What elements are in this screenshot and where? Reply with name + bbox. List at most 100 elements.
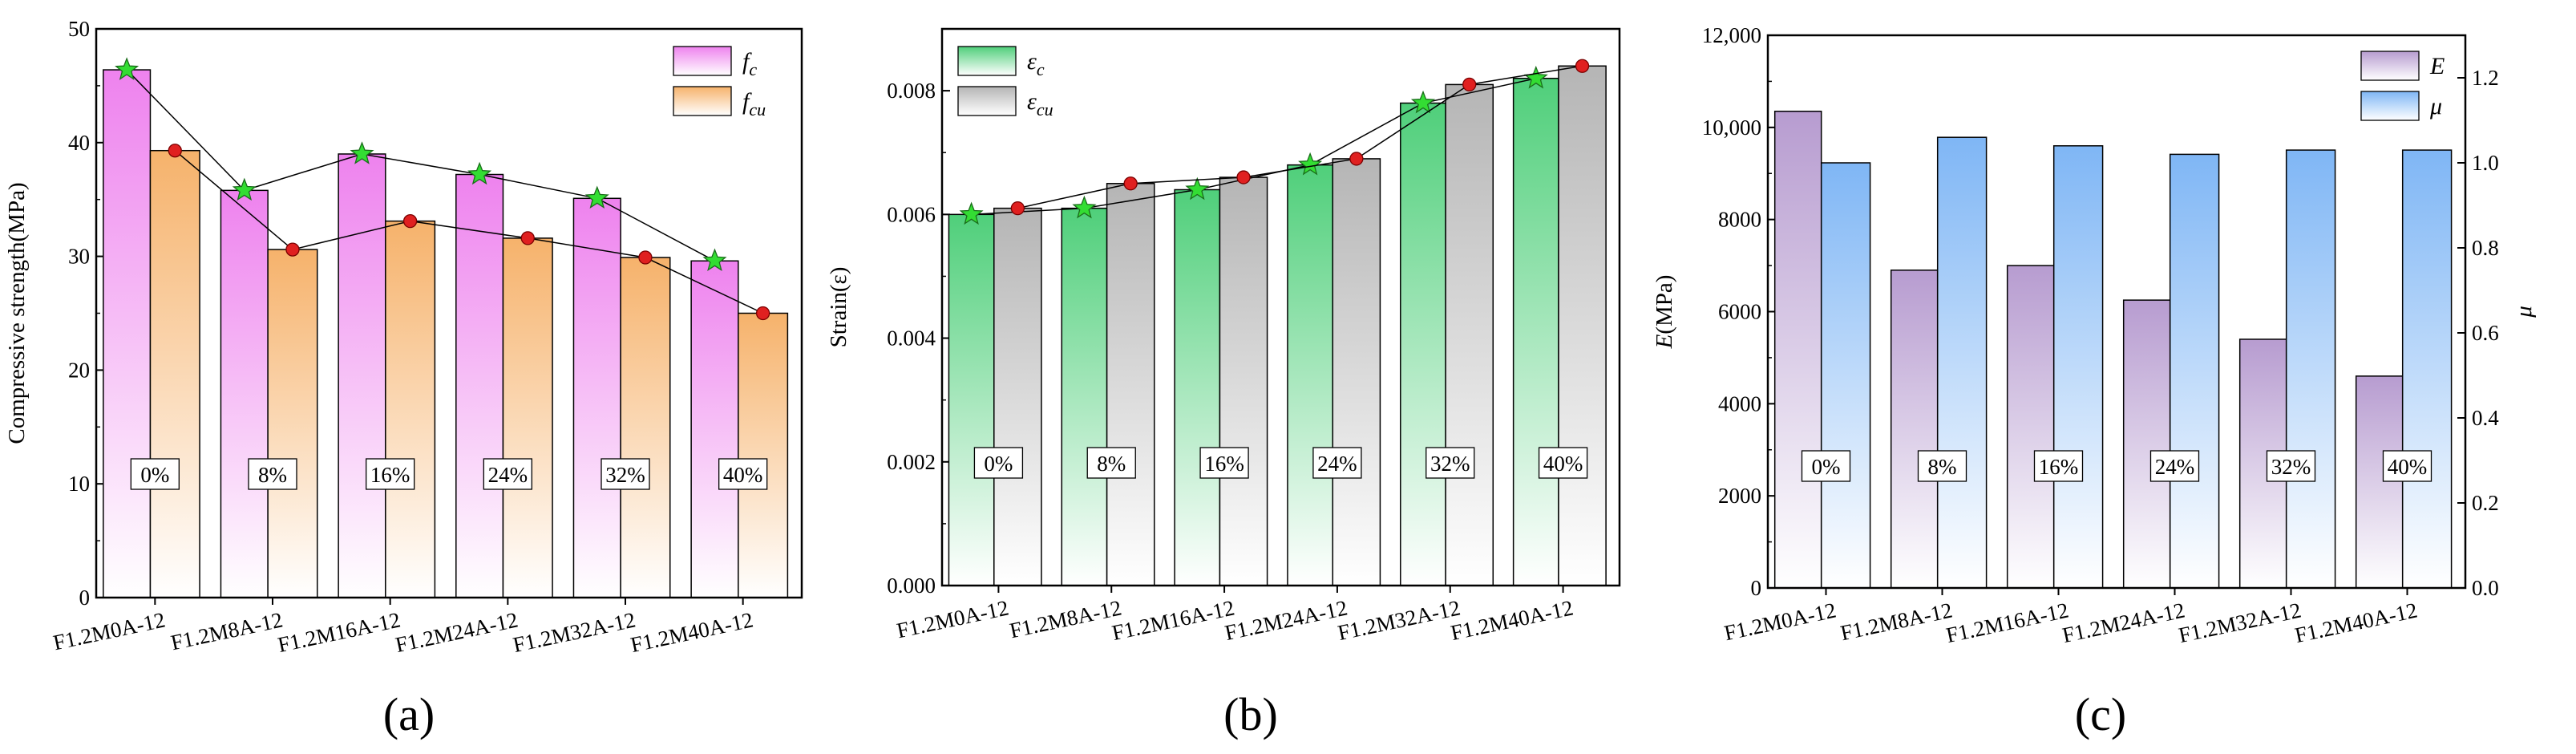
bar-b bbox=[993, 207, 1042, 586]
y-tick-label: 50 bbox=[68, 17, 90, 41]
star-marker bbox=[1072, 195, 1097, 219]
legend-swatch bbox=[673, 46, 732, 76]
star-marker bbox=[1298, 152, 1323, 176]
star-marker bbox=[1185, 176, 1210, 201]
percent-label: 24% bbox=[488, 463, 528, 487]
percent-label: 24% bbox=[2155, 455, 2195, 479]
percent-label: 32% bbox=[1430, 452, 1470, 476]
star-marker bbox=[584, 185, 609, 209]
percent-box bbox=[2033, 450, 2084, 482]
bar-b bbox=[1332, 158, 1381, 586]
y-tick-label: 4000 bbox=[1718, 391, 1761, 416]
x-category-label: F1.2M16A-12 bbox=[1110, 596, 1236, 646]
x-category-label: F1.2M40A-12 bbox=[1449, 596, 1575, 646]
star-marker bbox=[232, 177, 257, 201]
bar-b bbox=[2052, 145, 2104, 589]
bar-a bbox=[1512, 77, 1559, 586]
x-category-label: F1.2M24A-12 bbox=[1223, 596, 1349, 646]
percent-label: 8% bbox=[1928, 455, 1957, 479]
y-tick-label: 0.002 bbox=[887, 450, 936, 474]
y2-tick-label: 0.4 bbox=[2472, 406, 2499, 430]
y2-tick-label: 0.6 bbox=[2472, 321, 2499, 345]
bar-a bbox=[220, 189, 269, 598]
panel-label-a: (a) bbox=[383, 688, 435, 740]
bar-a bbox=[1287, 164, 1334, 586]
circle-marker bbox=[285, 242, 300, 257]
percent-box bbox=[130, 458, 180, 490]
legend-swatch bbox=[957, 46, 1017, 76]
y-tick-label: 6000 bbox=[1718, 300, 1761, 324]
percent-box bbox=[1538, 447, 1588, 479]
y-tick-label: 10,000 bbox=[1702, 116, 1761, 140]
bar-a bbox=[690, 260, 739, 598]
percent-label: 32% bbox=[2271, 455, 2311, 479]
percent-label: 40% bbox=[2388, 455, 2428, 479]
bar-a bbox=[2006, 265, 2055, 589]
y-tick-label: 10 bbox=[68, 472, 90, 496]
bar-a bbox=[1174, 188, 1221, 586]
series-line bbox=[971, 77, 1536, 216]
y-tick-label: 8000 bbox=[1718, 208, 1761, 232]
star-marker bbox=[350, 141, 374, 164]
percent-box bbox=[1917, 450, 1967, 482]
x-category-label: F1.2M32A-12 bbox=[2177, 598, 2303, 648]
y2-tick-label: 0.8 bbox=[2472, 236, 2499, 260]
legend-swatch bbox=[2360, 51, 2420, 81]
circle-marker bbox=[1010, 201, 1025, 216]
circle-marker bbox=[1236, 170, 1251, 184]
x-category-label: F1.2M16A-12 bbox=[1944, 598, 2071, 648]
y-tick-label: 12,000 bbox=[1702, 23, 1761, 47]
circle-marker bbox=[520, 231, 535, 245]
percent-label: 16% bbox=[370, 463, 410, 487]
percent-label: 8% bbox=[258, 463, 287, 487]
percent-box bbox=[973, 447, 1024, 479]
legend-label: εcu bbox=[1027, 88, 1053, 120]
percent-box bbox=[1199, 447, 1249, 479]
y-tick-label: 2000 bbox=[1718, 484, 1761, 508]
legend-label: fcu bbox=[742, 88, 766, 120]
percent-box bbox=[601, 458, 650, 490]
circle-marker bbox=[168, 144, 182, 158]
bar-b bbox=[267, 249, 318, 598]
bar-a bbox=[455, 173, 504, 598]
percent-box bbox=[366, 458, 415, 490]
bar-b bbox=[385, 220, 436, 598]
bar-b bbox=[2285, 149, 2336, 589]
star-marker bbox=[115, 57, 140, 80]
panel-label-b: (b) bbox=[1223, 688, 1278, 740]
bar-b bbox=[738, 312, 789, 598]
bar-b bbox=[1106, 183, 1155, 586]
star-marker bbox=[467, 161, 492, 185]
x-category-label: F1.2M8A-12 bbox=[1838, 598, 1955, 646]
percent-label: 0% bbox=[984, 452, 1013, 476]
percent-box bbox=[2149, 450, 2200, 482]
y-tick-label: 40 bbox=[68, 131, 90, 155]
y-tick-label: 0 bbox=[79, 586, 91, 610]
x-category-label: F1.2M32A-12 bbox=[511, 608, 637, 658]
x-category-label: F1.2M0A-12 bbox=[51, 608, 168, 655]
bar-a bbox=[1061, 207, 1108, 586]
y-tick-label: 30 bbox=[68, 245, 90, 269]
y-tick-label: 0.004 bbox=[887, 326, 936, 351]
series-line bbox=[126, 69, 715, 261]
percent-label: 40% bbox=[723, 463, 763, 487]
plot-frame bbox=[95, 27, 803, 599]
plot-frame bbox=[1766, 34, 2467, 590]
x-category-label: F1.2M32A-12 bbox=[1336, 596, 1462, 646]
circle-marker bbox=[1123, 176, 1138, 191]
y2-tick-label: 1.0 bbox=[2472, 151, 2499, 175]
bar-b bbox=[1558, 65, 1607, 586]
bar-b bbox=[1445, 83, 1494, 586]
legend-swatch bbox=[2360, 91, 2420, 121]
x-category-label: F1.2M40A-12 bbox=[629, 608, 755, 658]
percent-box bbox=[483, 458, 532, 490]
percent-label: 0% bbox=[140, 463, 169, 487]
star-marker bbox=[702, 248, 727, 272]
bar-a bbox=[1890, 270, 1939, 589]
percent-box bbox=[1312, 447, 1362, 479]
legend-swatch bbox=[673, 86, 732, 116]
percent-box bbox=[1425, 447, 1475, 479]
bar-a bbox=[1773, 110, 1822, 589]
percent-label: 16% bbox=[2039, 455, 2079, 479]
